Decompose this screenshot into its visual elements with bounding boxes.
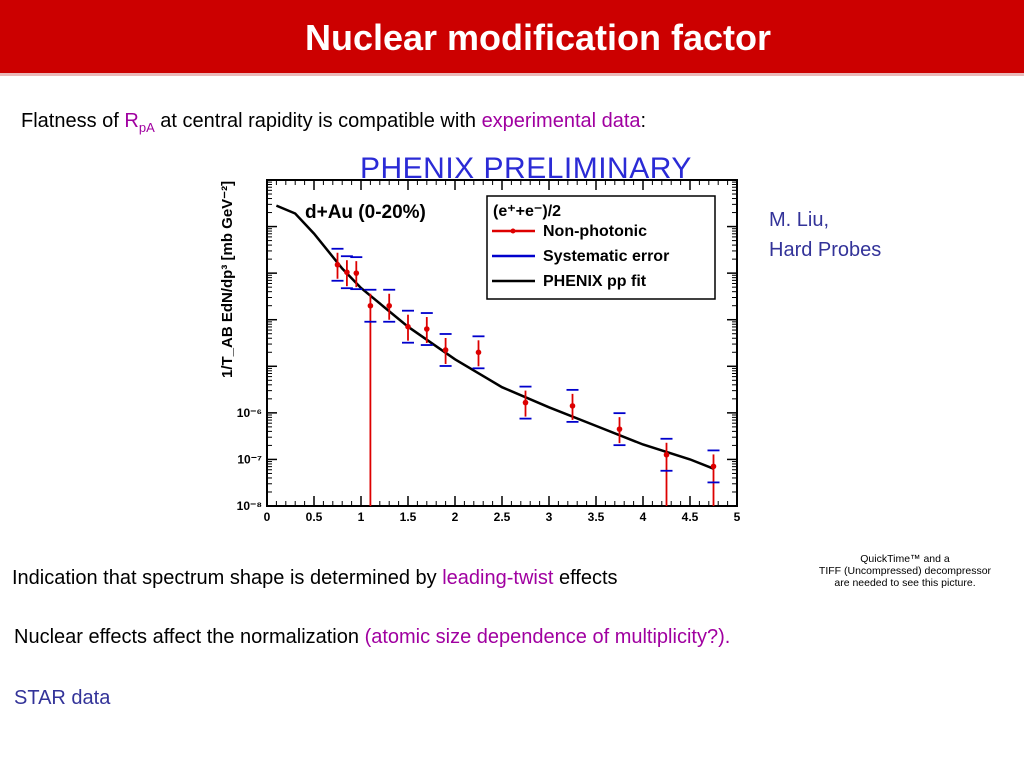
indication-line: Indication that spectrum shape is determ…	[12, 567, 618, 589]
data-point	[386, 302, 392, 309]
phenix-chart: 0 0.5 1 1.5 2 2.5 3 3.5 4 4.5 5 10⁻⁶ 10⁻⁷ 10⁻⁸ 1/T_AB …	[219, 152, 741, 524]
data-point	[522, 399, 529, 406]
y-tick-label: 10⁻⁷	[237, 452, 262, 466]
title-bar: Nuclear modification factor	[0, 0, 1024, 76]
y-tick-label: 10⁻⁶	[237, 406, 262, 420]
data-point	[710, 463, 717, 470]
pp-fit-curve	[275, 204, 714, 470]
panel-label: d+Au (0-20%)	[305, 202, 426, 223]
slide-title: Nuclear modification factor	[304, 17, 772, 58]
legend-entry: Non-photonic	[543, 223, 647, 240]
legend-entry: Systematic error	[543, 248, 669, 265]
x-tick-label: 0	[264, 510, 271, 524]
x-tick-label: 1.5	[400, 510, 417, 524]
data-point	[367, 302, 374, 309]
x-tick-label: 0.5	[306, 510, 323, 524]
intro-line: Flatness of RpA at central rapidity is c…	[21, 110, 647, 135]
y-tick-label: 10⁻⁸	[237, 499, 262, 513]
x-tick-label: 4	[640, 510, 647, 524]
x-tick-label: 4.5	[682, 510, 699, 524]
y-axis-label: 1/T_AB EdN/dp³ [mb GeV⁻²]	[219, 181, 236, 378]
intro-text: Flatness of	[21, 110, 125, 132]
quicktime-placeholder: QuickTime™ and a TIFF (Uncompressed) dec…	[818, 553, 992, 589]
credit-author: M. Liu,	[769, 209, 830, 231]
data-point	[475, 349, 482, 356]
data-point	[616, 426, 623, 432]
x-tick-label: 3.5	[588, 510, 605, 524]
data-point	[353, 270, 360, 276]
x-tick-label: 5	[734, 510, 741, 524]
legend-header: (e⁺+e⁻)/2	[493, 203, 561, 220]
data-point	[334, 261, 341, 268]
leading-twist-text: leading-twist	[442, 567, 554, 589]
data-point	[663, 451, 670, 458]
nuclear-line: Nuclear effects affect the normalization…	[14, 626, 731, 648]
x-tick-label: 2.5	[494, 510, 511, 524]
star-data-link[interactable]: STAR data	[14, 687, 111, 709]
data-point	[405, 323, 411, 330]
data-point	[344, 269, 350, 276]
chart-title: PHENIX PRELIMINARY	[360, 152, 692, 185]
data-point	[424, 326, 430, 332]
intro-text-mid: at central rapidity is compatible with	[154, 110, 482, 132]
rpa-symbol: RpA	[124, 110, 155, 135]
experimental-data-link: experimental data	[481, 110, 641, 132]
atomic-size-text: (atomic size dependence of multiplicity?…	[364, 626, 731, 648]
credit: M. Liu, Hard Probes	[769, 205, 881, 265]
data-point	[442, 347, 449, 353]
x-tick-label: 2	[452, 510, 459, 524]
legend-swatch-marker	[510, 228, 516, 234]
x-tick-label: 1	[358, 510, 365, 524]
data-point	[569, 403, 576, 409]
x-tick-label: 3	[546, 510, 553, 524]
legend-entry: PHENIX pp fit	[543, 273, 647, 290]
credit-conference: Hard Probes	[769, 239, 882, 261]
